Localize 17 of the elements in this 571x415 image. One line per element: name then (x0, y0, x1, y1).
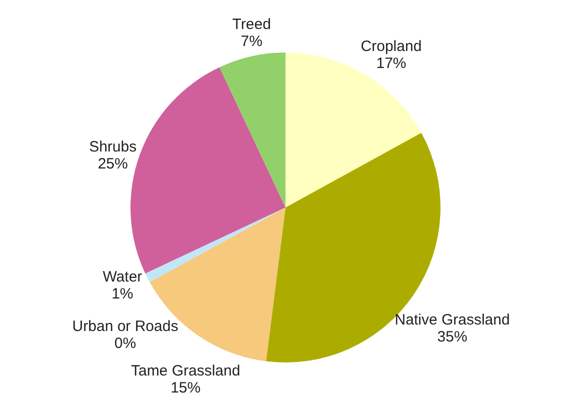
slice-label: Cropland (360, 38, 422, 56)
data-label: 15% (170, 379, 201, 396)
data-label: 7% (240, 33, 262, 50)
pie-slice (145, 208, 286, 282)
slice-label: Tame Grassland (130, 362, 240, 380)
slice-label: Native Grassland (394, 311, 510, 328)
pie-slice (286, 52, 422, 208)
pie-slice (220, 52, 286, 208)
slice-label: Shrubs (89, 138, 137, 156)
slice-label: Treed (232, 16, 271, 34)
data-label: 1% (112, 286, 134, 303)
data-label: 25% (98, 155, 128, 172)
data-label: 17% (376, 55, 406, 72)
category-label: Urban or Roads (72, 318, 178, 335)
text: 0% (114, 334, 136, 352)
slice-label: Water (102, 268, 142, 286)
data-label: 35% (437, 328, 468, 346)
